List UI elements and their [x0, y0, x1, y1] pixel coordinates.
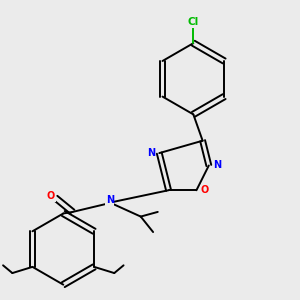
Text: N: N [106, 195, 114, 205]
Text: O: O [201, 185, 209, 195]
Text: N: N [147, 148, 155, 158]
Text: O: O [47, 191, 55, 201]
Text: Cl: Cl [188, 17, 199, 27]
Text: N: N [213, 160, 221, 170]
